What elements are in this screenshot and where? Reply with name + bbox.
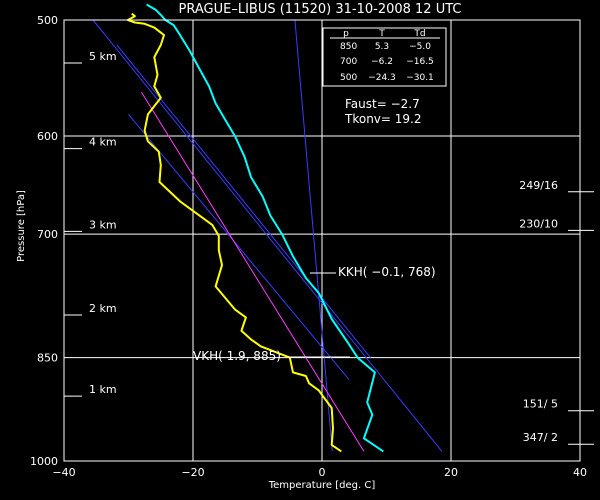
x-tick-labels: −40 −20 0 20 40	[52, 466, 587, 479]
temperature-curve	[146, 3, 384, 453]
table-cell: −5.0	[409, 42, 431, 52]
data-table: p T Td 850 5.3 −5.0 700 −6.2 −16.5 500 −…	[322, 27, 447, 87]
dry-adiabat-line	[92, 19, 443, 452]
mixing-ratio-line	[294, 19, 333, 452]
wind-label: 347/ 2	[523, 431, 558, 444]
dry-adiabat-line	[116, 44, 371, 358]
table-header-p: p	[343, 29, 349, 39]
height-label: 3 km	[89, 218, 117, 231]
plot-frame	[63, 19, 581, 462]
data-table-border	[322, 27, 447, 87]
wind-labels: 249/16 230/10 151/ 5 347/ 2	[519, 179, 594, 445]
wind-label: 151/ 5	[523, 398, 558, 411]
y-tick-label: 1000	[30, 455, 58, 468]
y-tick-label: 600	[37, 130, 58, 143]
x-tick-label: −20	[181, 466, 204, 479]
table-cell: −6.2	[371, 57, 393, 67]
x-tick-label: 20	[444, 466, 458, 479]
kkh-annotation: KKH( −0.1, 768)	[338, 265, 436, 279]
y-tick-labels: 500 600 700 850 1000	[30, 14, 58, 468]
reference-lines	[92, 19, 443, 452]
chart-title: PRAGUE–LIBUS (11520) 31-10-2008 12 UTC	[179, 2, 462, 17]
table-cell: 700	[340, 57, 357, 67]
faust-index: Faust= −2.7	[345, 97, 420, 111]
height-labels: 1 km 2 km 3 km 4 km 5 km	[64, 50, 117, 397]
x-tick-label: 40	[573, 466, 587, 479]
vkh-annotation: VKH( 1.9, 885)	[193, 349, 281, 363]
height-label: 4 km	[89, 136, 117, 149]
y-tick-label: 500	[37, 14, 58, 27]
x-tick-label: 0	[319, 466, 326, 479]
table-cell: 5.3	[375, 42, 389, 52]
x-axis-label: Temperature [deg. C]	[268, 480, 376, 491]
table-cell: −30.1	[406, 73, 434, 83]
dewpoint-curve	[126, 12, 342, 453]
wind-label: 230/10	[519, 217, 558, 230]
table-cell: −16.5	[406, 57, 434, 67]
tkonv-index: Tkonv= 19.2	[344, 112, 422, 126]
table-header-td: Td	[413, 29, 425, 39]
dry-adiabat-line	[128, 114, 350, 380]
y-tick-label: 850	[37, 352, 58, 365]
x-tick-label: −40	[52, 466, 75, 479]
height-label: 2 km	[89, 302, 117, 315]
table-cell: −24.3	[368, 73, 396, 83]
table-cell: 500	[340, 73, 357, 83]
sounding-curves	[126, 3, 384, 453]
wind-label: 249/16	[519, 179, 558, 192]
height-label: 1 km	[89, 383, 117, 396]
table-header-t: T	[378, 29, 385, 39]
y-axis-label: Pressure [hPa]	[16, 190, 27, 262]
height-label: 5 km	[89, 50, 117, 63]
moist-adiabat-line	[140, 91, 365, 452]
y-tick-label: 700	[37, 228, 58, 241]
table-cell: 850	[340, 42, 357, 52]
